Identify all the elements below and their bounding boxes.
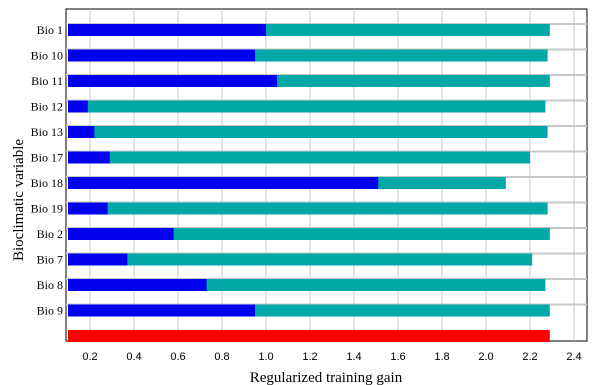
bar-only (68, 202, 108, 215)
bar-only (68, 49, 255, 62)
bar-only (68, 253, 128, 266)
x-tick-label: 1.0 (258, 351, 273, 363)
x-tick-label: 1.6 (390, 351, 405, 363)
category-label: Bio 8 (37, 278, 63, 292)
x-tick-label: 1.4 (346, 351, 361, 363)
x-tick-label: 0.2 (82, 351, 97, 363)
x-tick-label: 2.4 (566, 351, 581, 363)
bar-without (68, 202, 548, 215)
x-tick-labels: 0.2 0.4 0.6 0.8 1.0 1.2 1.4 1.6 1.8 2.0 2.2 2.4 (82, 351, 581, 363)
bar-only (68, 304, 255, 317)
bar-only (68, 151, 110, 164)
category-label: Bio 19 (31, 202, 63, 216)
bar-only (68, 126, 95, 138)
bar-all (68, 330, 550, 342)
category-label: Bio 1 (37, 23, 63, 37)
category-label: Bio 9 (37, 304, 63, 318)
category-label: Bio 13 (31, 125, 63, 139)
bar-only (68, 75, 277, 87)
y-axis-title: Bioclimatic variable (11, 139, 27, 261)
category-label: Bio 17 (31, 151, 63, 165)
bar-without (68, 100, 546, 113)
category-label: Bio 7 (37, 253, 63, 267)
bar-only (68, 228, 174, 240)
x-axis-title: Regularized training gain (250, 370, 403, 385)
bars-group (68, 24, 550, 342)
bar-only (68, 24, 266, 36)
bar-without (68, 126, 548, 138)
bar-without (68, 253, 533, 266)
x-tick-label: 2.2 (522, 351, 537, 363)
bar-without (68, 228, 550, 240)
x-tick-label: 2.0 (478, 351, 493, 363)
category-label: Bio 11 (31, 74, 63, 88)
category-labels: Bio 1 Bio 10 Bio 11 Bio 12 Bio 13 Bio 17 Bio 1… (31, 23, 63, 318)
bar-without (68, 151, 530, 164)
category-label: Bio 2 (37, 227, 63, 241)
bar-only (68, 177, 379, 189)
category-label: Bio 18 (31, 176, 63, 190)
bar-only (68, 100, 88, 113)
bar-only (68, 279, 207, 291)
category-label: Bio 10 (31, 49, 63, 63)
x-tick-label: 0.4 (126, 351, 141, 363)
category-label: Bio 12 (31, 100, 63, 114)
x-tick-label: 0.6 (170, 351, 185, 363)
x-tick-label: 1.8 (434, 351, 449, 363)
x-tick-label: 0.8 (214, 351, 229, 363)
x-tick-label: 1.2 (302, 351, 317, 363)
